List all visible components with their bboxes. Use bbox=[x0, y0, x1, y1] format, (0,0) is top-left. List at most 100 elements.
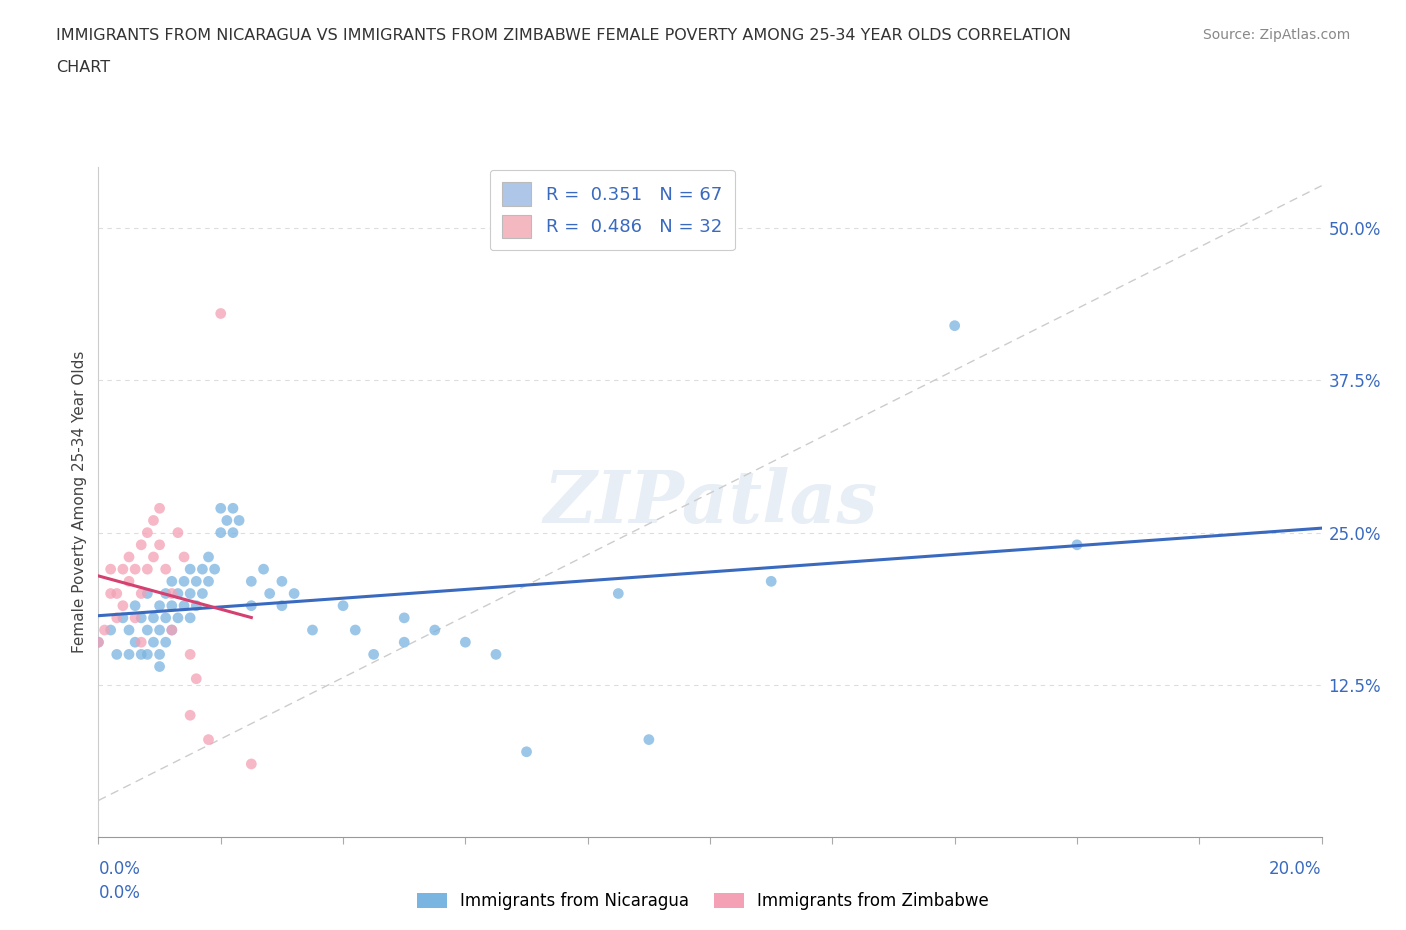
Point bbox=[111, 610, 134, 625]
Legend: Immigrants from Nicaragua, Immigrants from Zimbabwe: Immigrants from Nicaragua, Immigrants fr… bbox=[411, 885, 995, 917]
Point bbox=[136, 586, 159, 601]
Text: Source: ZipAtlas.com: Source: ZipAtlas.com bbox=[1202, 28, 1350, 42]
Point bbox=[155, 610, 177, 625]
Point bbox=[142, 635, 165, 650]
Point bbox=[167, 610, 190, 625]
Point bbox=[344, 622, 367, 637]
Point bbox=[87, 635, 110, 650]
Point bbox=[167, 525, 190, 540]
Point bbox=[423, 622, 446, 637]
Point bbox=[124, 562, 146, 577]
Point bbox=[100, 562, 122, 577]
Point bbox=[111, 598, 134, 613]
Legend: R =  0.351   N = 67, R =  0.486   N = 32: R = 0.351 N = 67, R = 0.486 N = 32 bbox=[489, 170, 734, 250]
Point bbox=[759, 574, 782, 589]
Point bbox=[332, 598, 354, 613]
Point bbox=[111, 562, 134, 577]
Point bbox=[607, 586, 630, 601]
Point bbox=[943, 318, 966, 333]
Point bbox=[179, 586, 201, 601]
Point bbox=[186, 598, 208, 613]
Point bbox=[149, 538, 172, 552]
Point bbox=[179, 647, 201, 662]
Text: ZIPatlas: ZIPatlas bbox=[543, 467, 877, 538]
Point bbox=[149, 647, 172, 662]
Point bbox=[270, 598, 292, 613]
Point bbox=[118, 574, 141, 589]
Point bbox=[516, 744, 538, 759]
Point bbox=[191, 562, 214, 577]
Point bbox=[93, 622, 115, 637]
Point bbox=[252, 562, 274, 577]
Point bbox=[240, 574, 263, 589]
Text: CHART: CHART bbox=[56, 60, 110, 75]
Point bbox=[637, 732, 661, 747]
Point bbox=[129, 647, 152, 662]
Point bbox=[222, 525, 245, 540]
Point bbox=[167, 586, 190, 601]
Point bbox=[1066, 538, 1088, 552]
Point bbox=[283, 586, 305, 601]
Point bbox=[179, 708, 201, 723]
Point bbox=[191, 586, 214, 601]
Point bbox=[363, 647, 385, 662]
Point bbox=[160, 574, 183, 589]
Point bbox=[215, 513, 238, 528]
Point bbox=[392, 635, 416, 650]
Point bbox=[155, 635, 177, 650]
Point bbox=[124, 635, 146, 650]
Point bbox=[240, 756, 263, 771]
Point bbox=[136, 622, 159, 637]
Point bbox=[105, 647, 128, 662]
Point bbox=[118, 622, 141, 637]
Point bbox=[454, 635, 477, 650]
Point bbox=[129, 635, 152, 650]
Point bbox=[142, 550, 165, 565]
Text: 0.0%: 0.0% bbox=[98, 884, 141, 902]
Point bbox=[160, 622, 183, 637]
Text: 20.0%: 20.0% bbox=[1270, 860, 1322, 878]
Point bbox=[160, 586, 183, 601]
Point bbox=[129, 538, 152, 552]
Point bbox=[186, 574, 208, 589]
Point bbox=[124, 598, 146, 613]
Point bbox=[173, 550, 195, 565]
Point bbox=[485, 647, 508, 662]
Point bbox=[197, 550, 219, 565]
Point bbox=[87, 635, 110, 650]
Point bbox=[209, 306, 232, 321]
Point bbox=[155, 586, 177, 601]
Point bbox=[149, 622, 172, 637]
Point bbox=[129, 610, 152, 625]
Point bbox=[149, 598, 172, 613]
Point bbox=[149, 501, 172, 516]
Y-axis label: Female Poverty Among 25-34 Year Olds: Female Poverty Among 25-34 Year Olds bbox=[72, 351, 87, 654]
Point bbox=[129, 586, 152, 601]
Point bbox=[179, 610, 201, 625]
Point bbox=[392, 610, 416, 625]
Point bbox=[160, 622, 183, 637]
Point bbox=[222, 501, 245, 516]
Point bbox=[105, 586, 128, 601]
Point bbox=[149, 659, 172, 674]
Point bbox=[209, 525, 232, 540]
Point bbox=[142, 610, 165, 625]
Point bbox=[173, 574, 195, 589]
Point bbox=[100, 622, 122, 637]
Point bbox=[100, 586, 122, 601]
Point bbox=[136, 525, 159, 540]
Point bbox=[160, 598, 183, 613]
Point bbox=[259, 586, 281, 601]
Point bbox=[270, 574, 292, 589]
Text: IMMIGRANTS FROM NICARAGUA VS IMMIGRANTS FROM ZIMBABWE FEMALE POVERTY AMONG 25-34: IMMIGRANTS FROM NICARAGUA VS IMMIGRANTS … bbox=[56, 28, 1071, 43]
Point bbox=[118, 647, 141, 662]
Point bbox=[118, 550, 141, 565]
Point bbox=[204, 562, 226, 577]
Point bbox=[105, 610, 128, 625]
Point bbox=[124, 610, 146, 625]
Point bbox=[197, 732, 219, 747]
Point bbox=[173, 598, 195, 613]
Point bbox=[136, 562, 159, 577]
Text: 0.0%: 0.0% bbox=[98, 860, 141, 878]
Point bbox=[228, 513, 250, 528]
